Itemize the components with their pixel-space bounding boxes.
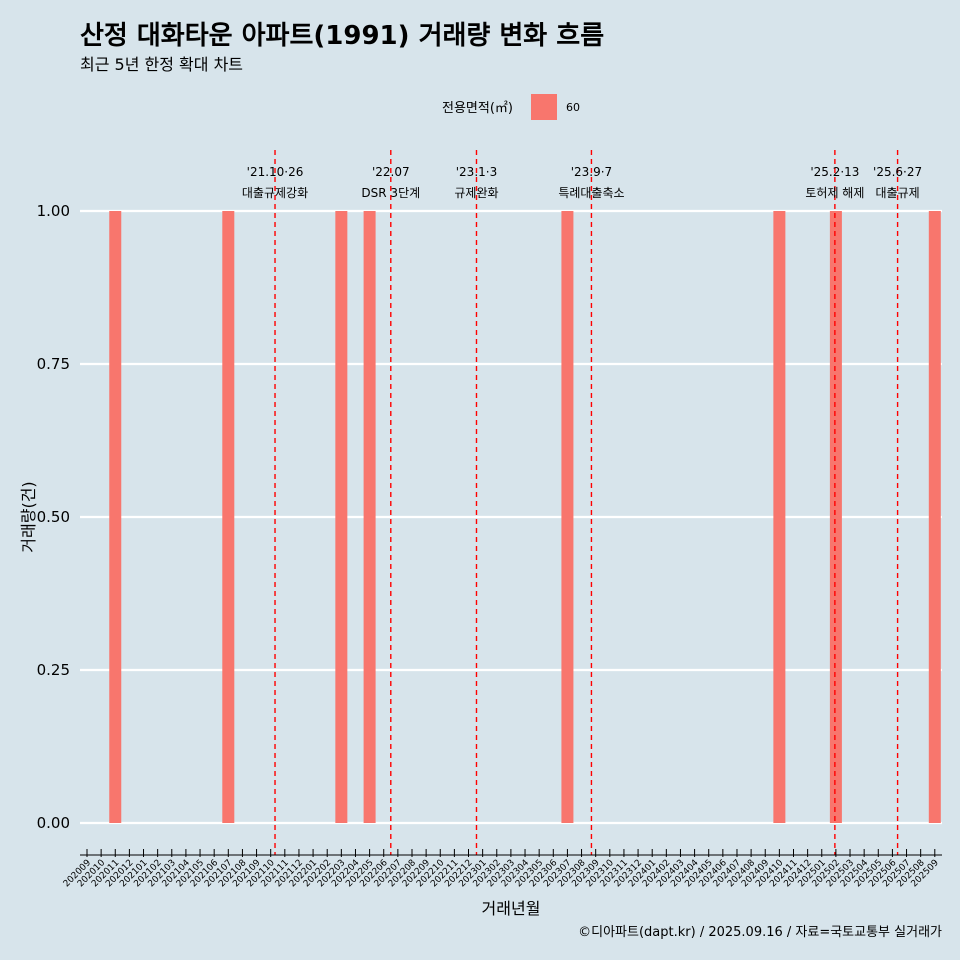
legend-title: 전용면적(㎡) — [442, 101, 513, 116]
bar-202307 — [561, 211, 574, 823]
y-tick-label: 0.75 — [37, 355, 70, 373]
legend-label-60: 60 — [566, 101, 580, 114]
y-tick-label: 0.50 — [37, 508, 70, 526]
bar-202410 — [773, 211, 786, 823]
bar-202107 — [222, 211, 235, 823]
y-axis-title: 거래량(건) — [19, 481, 38, 552]
event-date-label: '21.10·26 — [247, 165, 304, 179]
event-name-label: 토허제 해제 — [805, 186, 864, 200]
event-date-label: '22.07 — [372, 165, 410, 179]
event-name-label: 특례대출축소 — [558, 186, 624, 200]
event-date-label: '23.9·7 — [571, 165, 612, 179]
bar-202502 — [829, 211, 842, 823]
bar-202509 — [928, 211, 941, 823]
event-markers: '21.10·26 대출규제강화 '22.07 DSR 3단계 '23.1·3 규제완화 '… — [242, 150, 922, 855]
event-date-label: '25.2·13 — [810, 165, 859, 179]
grid — [80, 209, 942, 825]
event-name-label: 대출규제강화 — [242, 186, 308, 200]
bar-202011 — [109, 211, 122, 823]
caption: ©디아파트(dapt.kr) / 2025.09.16 / 자료=국토교통부 실… — [578, 925, 942, 940]
legend-swatch-60 — [531, 94, 557, 120]
bars — [109, 211, 941, 823]
event-name-label: 규제완화 — [454, 186, 498, 200]
bar-202205 — [363, 211, 376, 823]
y-tick-label: 1.00 — [37, 202, 70, 220]
chart-title: 산정 대화타운 아파트(1991) 거래량 변화 흐름 — [80, 21, 604, 51]
chart-subtitle: 최근 5년 한정 확대 차트 — [80, 55, 243, 74]
y-tick-label: 0.25 — [37, 661, 70, 679]
y-tick-label: 0.00 — [37, 814, 70, 832]
x-axis-title: 거래년월 — [482, 899, 541, 918]
event-date-label: '23.1·3 — [456, 165, 497, 179]
x-axis: 2020092020102020112020122021012021022021… — [62, 849, 942, 889]
event-date-label: '25.6·27 — [873, 165, 922, 179]
event-name-label: 대출규제 — [876, 186, 920, 200]
y-axis-ticks: 0.00 0.25 0.50 0.75 1.00 — [37, 202, 70, 832]
bar-202203 — [335, 211, 348, 823]
legend: 전용면적(㎡) 60 — [442, 94, 580, 120]
event-name-label: DSR 3단계 — [361, 186, 420, 200]
